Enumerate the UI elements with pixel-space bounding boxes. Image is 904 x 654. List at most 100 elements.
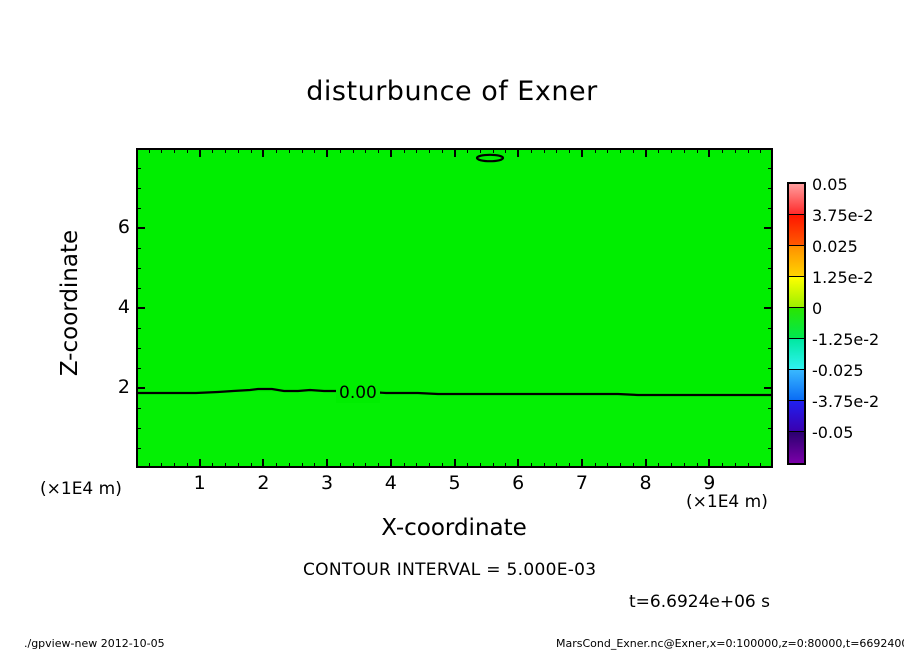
x-minor-tick	[607, 148, 609, 153]
y-minor-tick	[136, 208, 141, 209]
x-minor-tick	[696, 148, 698, 153]
x-minor-tick	[479, 148, 481, 153]
y-major-tick	[764, 387, 773, 389]
x-minor-tick	[339, 148, 341, 153]
x-minor-tick	[212, 148, 214, 153]
colorbar-band	[789, 401, 804, 432]
x-minor-tick	[429, 463, 431, 468]
y-minor-tick	[136, 288, 141, 289]
x-minor-tick	[632, 148, 634, 153]
colorbar-band	[789, 277, 804, 308]
plot-area[interactable]	[136, 148, 773, 468]
x-tick-label: 5	[448, 472, 461, 494]
y-minor-tick	[136, 448, 141, 449]
colorbar-tick-label: 0.025	[812, 237, 858, 256]
x-minor-tick	[722, 463, 724, 468]
x-minor-tick	[556, 148, 558, 153]
x-minor-tick	[225, 148, 227, 153]
x-minor-tick	[632, 463, 634, 468]
x-minor-tick	[658, 148, 660, 153]
x-minor-tick	[250, 463, 252, 468]
x-tick-label: 2	[257, 472, 270, 494]
y-minor-tick	[136, 348, 141, 349]
x-minor-tick	[237, 463, 239, 468]
colorbar-tick-label: 3.75e-2	[812, 206, 874, 225]
x-tick-label: 7	[575, 472, 588, 494]
x-minor-tick	[594, 463, 596, 468]
x-minor-tick	[352, 148, 354, 153]
x-minor-tick	[569, 463, 571, 468]
x-minor-tick	[492, 463, 494, 468]
y-axis-label: Z-coordinate	[57, 229, 83, 377]
y-minor-tick	[768, 348, 773, 349]
x-minor-tick	[734, 148, 736, 153]
colorbar[interactable]	[787, 182, 806, 465]
colorbar-tick-label: -1.25e-2	[812, 330, 880, 349]
colorbar-tick-label: 0.05	[812, 175, 848, 194]
x-tick-label: 9	[703, 472, 716, 494]
x-major-tick	[326, 148, 329, 157]
colorbar-tick-label: 0	[812, 299, 823, 318]
z-unit-label: (×1E4 m)	[40, 479, 122, 499]
x-tick-label: 3	[321, 472, 334, 494]
x-tick-label: 8	[639, 472, 652, 494]
x-minor-tick	[339, 463, 341, 468]
x-minor-tick	[403, 148, 405, 153]
x-minor-tick	[556, 463, 558, 468]
y-major-tick	[764, 307, 773, 309]
x-minor-tick	[671, 148, 673, 153]
x-major-tick	[644, 148, 647, 157]
x-minor-tick	[467, 148, 469, 153]
x-minor-tick	[314, 463, 316, 468]
x-minor-tick	[148, 148, 150, 153]
contour-label-zero: 0.00	[336, 384, 380, 403]
x-minor-tick	[288, 148, 290, 153]
y-minor-tick	[768, 368, 773, 369]
colorbar-band	[789, 215, 804, 246]
x-major-tick	[453, 459, 456, 468]
y-minor-tick	[768, 188, 773, 189]
y-minor-tick	[768, 288, 773, 289]
x-minor-tick	[722, 148, 724, 153]
x-minor-tick	[186, 463, 188, 468]
colorbar-band	[789, 339, 804, 370]
x-major-tick	[198, 148, 201, 157]
x-axis-label: X-coordinate	[381, 515, 527, 541]
colorbar-band	[789, 246, 804, 277]
x-minor-tick	[174, 463, 176, 468]
x-minor-tick	[225, 463, 227, 468]
x-minor-tick	[301, 148, 303, 153]
x-minor-tick	[543, 148, 545, 153]
y-minor-tick	[768, 428, 773, 429]
x-minor-tick	[658, 463, 660, 468]
x-major-tick	[517, 148, 520, 157]
x-tick-label: 6	[512, 472, 525, 494]
x-minor-tick	[416, 148, 418, 153]
x-minor-tick	[607, 463, 609, 468]
y-minor-tick	[136, 408, 141, 409]
x-minor-tick	[696, 463, 698, 468]
x-minor-tick	[530, 148, 532, 153]
contour-interval-text: CONTOUR INTERVAL = 5.000E-03	[303, 560, 597, 580]
x-minor-tick	[237, 148, 239, 153]
x-minor-tick	[760, 148, 762, 153]
y-minor-tick	[768, 408, 773, 409]
x-major-tick	[644, 459, 647, 468]
colorbar-band	[789, 432, 804, 463]
y-minor-tick	[136, 248, 141, 249]
x-minor-tick	[378, 463, 380, 468]
x-minor-tick	[734, 463, 736, 468]
x-minor-tick	[301, 463, 303, 468]
x-major-tick	[580, 148, 583, 157]
x-unit-label: (×1E4 m)	[686, 492, 768, 512]
x-minor-tick	[186, 148, 188, 153]
x-minor-tick	[479, 463, 481, 468]
x-minor-tick	[365, 148, 367, 153]
y-minor-tick	[136, 268, 141, 269]
x-minor-tick	[505, 463, 507, 468]
x-minor-tick	[148, 463, 150, 468]
colorbar-tick-label: -3.75e-2	[812, 392, 880, 411]
y-minor-tick	[768, 268, 773, 269]
y-major-tick	[764, 227, 773, 229]
x-major-tick	[262, 459, 265, 468]
